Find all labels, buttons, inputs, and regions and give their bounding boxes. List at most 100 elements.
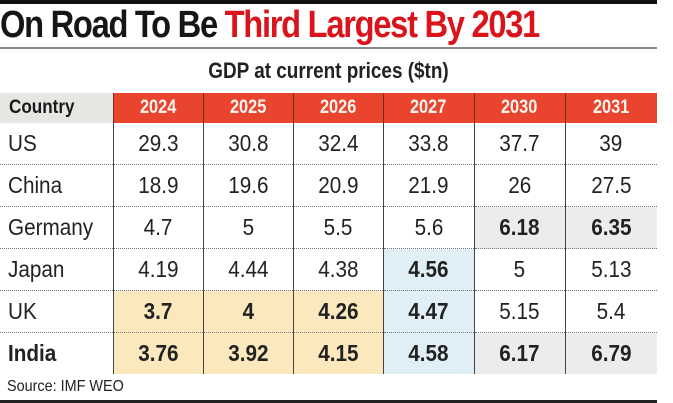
bottom-border xyxy=(0,400,657,403)
value-cell-2031: 5.4 xyxy=(564,290,657,333)
value-cell-2025: 19.6 xyxy=(202,164,293,207)
gdp-value: 37.7 xyxy=(499,130,540,156)
value-cell-2025: 4.44 xyxy=(202,248,293,291)
value-cell-2026: 4.38 xyxy=(292,248,383,291)
gdp-value: 5 xyxy=(242,214,254,240)
country-cell: China xyxy=(0,164,113,207)
gdp-value: 5.5 xyxy=(323,214,353,240)
table-row-india: India 3.76 3.92 4.15 4.58 6.17 6.79 xyxy=(0,332,657,375)
gdp-value: 6.35 xyxy=(591,214,632,240)
gdp-value: 5 xyxy=(513,256,526,282)
value-cell-2030: 37.7 xyxy=(473,123,565,165)
subtitle: GDP at current prices ($tn) xyxy=(208,58,449,83)
value-cell-2024: 4.7 xyxy=(112,206,203,249)
gdp-value: 4.58 xyxy=(408,340,449,366)
headline-part-black: On Road To Be xyxy=(0,4,225,46)
value-cell-2030: 6.17 xyxy=(473,332,565,374)
gdp-value: 4.47 xyxy=(408,298,449,324)
gdp-value: 6.79 xyxy=(591,340,632,366)
value-cell-2031: 5.13 xyxy=(564,248,657,291)
gdp-value: 4 xyxy=(242,298,254,324)
header-row: Country 2024 2025 2026 2027 2030 2031 xyxy=(0,93,657,123)
gdp-value: 6.17 xyxy=(499,340,540,366)
value-cell-2024: 3.76 xyxy=(112,332,203,374)
country-label: China xyxy=(8,172,63,198)
country-cell: US xyxy=(0,123,113,165)
headline-part-red: Third Largest By 2031 xyxy=(224,4,541,46)
gdp-value: 4.15 xyxy=(317,340,359,366)
gdp-value: 6.18 xyxy=(499,214,540,240)
gdp-value: 20.9 xyxy=(317,172,359,198)
value-cell-2026: 4.26 xyxy=(292,290,383,333)
gdp-value: 27.5 xyxy=(591,172,632,198)
value-cell-2027: 4.56 xyxy=(382,248,474,291)
column-header-2031: 2031 xyxy=(564,93,657,123)
gdp-value: 3.7 xyxy=(143,298,173,324)
country-label: US xyxy=(8,130,37,156)
gdp-value: 4.26 xyxy=(317,298,359,324)
value-cell-2025: 3.92 xyxy=(202,332,293,374)
gdp-value: 33.8 xyxy=(408,130,449,156)
value-cell-2026: 4.15 xyxy=(292,332,383,374)
gdp-value: 26 xyxy=(507,172,532,198)
gdp-value: 29.3 xyxy=(137,130,179,156)
gdp-table: Country 2024 2025 2026 2027 2030 2031 US… xyxy=(0,93,657,374)
value-cell-2030: 5.15 xyxy=(473,290,565,333)
value-cell-2030: 5 xyxy=(473,248,565,291)
table-row-uk: UK 3.7 4 4.26 4.47 5.15 5.4 xyxy=(0,290,657,333)
gdp-value: 39 xyxy=(599,130,623,156)
gdp-value: 18.9 xyxy=(137,172,179,198)
country-label: India xyxy=(8,340,57,366)
country-cell: UK xyxy=(0,290,113,333)
gdp-value: 3.92 xyxy=(227,340,269,366)
value-cell-2027: 4.58 xyxy=(382,332,474,374)
column-header-2026: 2026 xyxy=(292,93,383,123)
value-cell-2026: 32.4 xyxy=(292,123,383,165)
country-cell: India xyxy=(0,333,113,375)
country-label: Germany xyxy=(8,214,94,240)
gdp-value: 4.7 xyxy=(143,214,173,240)
table-row-china: China 18.9 19.6 20.9 21.9 26 27.5 xyxy=(0,164,657,207)
value-cell-2024: 4.19 xyxy=(112,248,203,291)
gdp-value: 5.13 xyxy=(591,256,632,282)
country-label: UK xyxy=(8,298,37,324)
gdp-value: 21.9 xyxy=(408,172,449,198)
value-cell-2031: 39 xyxy=(564,123,657,165)
value-cell-2025: 4 xyxy=(202,290,293,333)
column-header-2030: 2030 xyxy=(473,93,565,123)
column-header-2027: 2027 xyxy=(382,93,474,123)
gdp-value: 5.15 xyxy=(499,298,540,324)
value-cell-2027: 33.8 xyxy=(382,123,474,165)
value-cell-2030: 6.18 xyxy=(473,206,565,249)
gdp-value: 4.38 xyxy=(317,256,359,282)
source-note: Source: IMF WEO xyxy=(7,378,124,395)
table-row-germany: Germany 4.7 5 5.5 5.6 6.18 6.35 xyxy=(0,206,657,249)
gdp-value: 30.8 xyxy=(227,130,269,156)
country-cell: Germany xyxy=(0,206,113,249)
gdp-value: 3.76 xyxy=(137,340,179,366)
value-cell-2026: 5.5 xyxy=(292,206,383,249)
table-row-us: US 29.3 30.8 32.4 33.8 37.7 39 xyxy=(0,123,657,165)
column-header-2024: 2024 xyxy=(112,93,203,123)
value-cell-2031: 27.5 xyxy=(564,164,657,207)
gdp-value: 32.4 xyxy=(317,130,359,156)
table-row-japan: Japan 4.19 4.44 4.38 4.56 5 5.13 xyxy=(0,248,657,291)
value-cell-2024: 3.7 xyxy=(112,290,203,333)
value-cell-2024: 29.3 xyxy=(112,123,203,165)
gdp-value: 4.44 xyxy=(227,256,269,282)
value-cell-2030: 26 xyxy=(473,164,565,207)
value-cell-2027: 5.6 xyxy=(382,206,474,249)
value-cell-2027: 21.9 xyxy=(382,164,474,207)
gdp-value: 4.19 xyxy=(137,256,179,282)
headline: On Road To Be Third Largest By 2031 xyxy=(0,3,579,47)
country-cell: Japan xyxy=(0,248,113,291)
column-header-2025: 2025 xyxy=(202,93,293,123)
value-cell-2031: 6.35 xyxy=(564,206,657,249)
country-label: Japan xyxy=(8,256,65,282)
gdp-value: 5.6 xyxy=(414,214,443,240)
value-cell-2025: 30.8 xyxy=(202,123,293,165)
headline-rule xyxy=(0,47,657,49)
gdp-value: 4.56 xyxy=(408,256,449,282)
top-border xyxy=(0,0,657,4)
column-header-country: Country xyxy=(0,93,113,123)
